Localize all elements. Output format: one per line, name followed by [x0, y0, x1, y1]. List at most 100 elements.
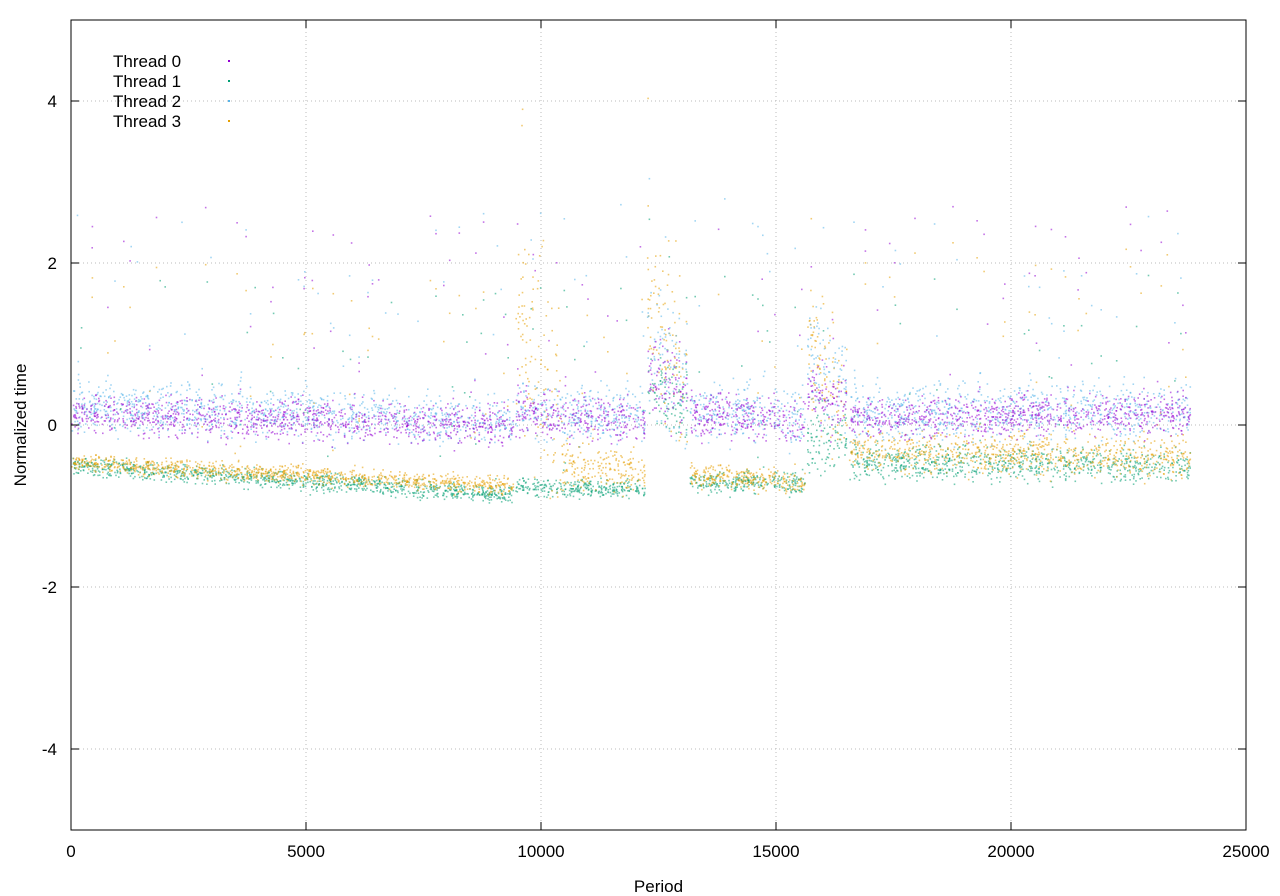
data-point — [935, 461, 937, 463]
data-point — [831, 396, 834, 398]
data-point — [858, 466, 861, 468]
data-point — [1090, 465, 1092, 468]
data-point — [697, 492, 699, 494]
data-point — [97, 474, 99, 477]
data-point — [208, 461, 211, 464]
data-point — [262, 479, 264, 481]
data-point — [1066, 461, 1069, 463]
data-point — [941, 479, 944, 481]
data-point — [231, 469, 233, 471]
data-point — [1187, 461, 1190, 464]
data-point — [738, 474, 740, 476]
data-point — [415, 481, 418, 484]
data-point — [844, 419, 846, 421]
data-point — [762, 304, 764, 307]
data-point — [261, 476, 263, 478]
data-point — [522, 487, 525, 489]
data-point — [668, 256, 671, 258]
data-point — [434, 478, 436, 480]
data-point — [340, 477, 342, 480]
data-point — [738, 483, 741, 486]
data-point — [648, 392, 650, 395]
data-point — [972, 466, 975, 468]
data-point — [621, 481, 623, 483]
data-point — [757, 486, 760, 488]
data-point — [1074, 480, 1077, 483]
data-point — [272, 471, 275, 474]
data-point — [488, 477, 491, 479]
data-point — [176, 468, 178, 470]
data-point — [300, 467, 302, 470]
data-point — [451, 386, 454, 388]
data-point — [535, 488, 537, 491]
data-point — [808, 354, 811, 356]
data-point — [767, 468, 770, 471]
data-point — [222, 465, 225, 468]
data-point — [1028, 329, 1030, 331]
data-point — [1011, 437, 1013, 440]
data-point — [1020, 451, 1022, 453]
data-point — [493, 492, 496, 494]
data-point — [1046, 438, 1048, 441]
data-point — [480, 481, 483, 483]
data-point — [836, 387, 839, 389]
data-point — [812, 423, 814, 426]
data-point — [1075, 465, 1078, 468]
data-point — [71, 466, 73, 468]
data-point — [241, 466, 243, 468]
data-point — [615, 488, 618, 491]
data-point — [675, 367, 677, 369]
data-point — [487, 494, 490, 496]
data-point — [834, 426, 837, 428]
data-point — [612, 484, 614, 486]
data-point — [518, 487, 520, 490]
data-point — [201, 482, 204, 485]
data-point — [702, 483, 704, 485]
data-point — [670, 413, 673, 415]
data-point — [148, 467, 150, 470]
data-point — [360, 481, 363, 484]
data-point — [588, 493, 590, 495]
data-point — [956, 455, 959, 457]
data-point — [536, 494, 539, 496]
data-point — [455, 495, 458, 497]
data-point — [404, 483, 407, 485]
data-point — [200, 474, 203, 477]
data-point — [1125, 462, 1128, 465]
data-point — [345, 476, 347, 479]
data-point — [983, 456, 986, 458]
data-point — [744, 479, 746, 481]
data-point — [290, 463, 292, 465]
data-point — [443, 340, 445, 343]
data-point — [929, 471, 932, 474]
data-point — [1073, 473, 1076, 475]
data-point — [1010, 458, 1012, 461]
data-point — [318, 483, 321, 486]
data-point — [819, 354, 822, 357]
data-point — [1139, 470, 1142, 472]
data-point — [801, 488, 804, 490]
data-point — [993, 462, 995, 465]
data-point — [382, 491, 384, 493]
data-point — [466, 476, 468, 478]
data-point — [237, 477, 240, 479]
data-point — [801, 468, 804, 471]
data-point — [321, 475, 324, 477]
data-point — [390, 491, 392, 493]
data-point — [900, 464, 903, 467]
data-point — [916, 462, 919, 464]
data-point — [439, 485, 441, 488]
data-point — [853, 472, 855, 474]
data-point — [1034, 467, 1036, 469]
data-point — [783, 471, 785, 474]
data-point — [495, 485, 497, 488]
data-point — [661, 372, 663, 374]
data-point — [1036, 447, 1039, 449]
data-point — [279, 487, 282, 489]
data-point — [663, 338, 665, 341]
data-point — [1129, 452, 1132, 455]
data-point — [584, 464, 586, 467]
data-point — [1046, 455, 1048, 457]
data-point — [898, 455, 900, 457]
data-point — [1090, 472, 1092, 474]
